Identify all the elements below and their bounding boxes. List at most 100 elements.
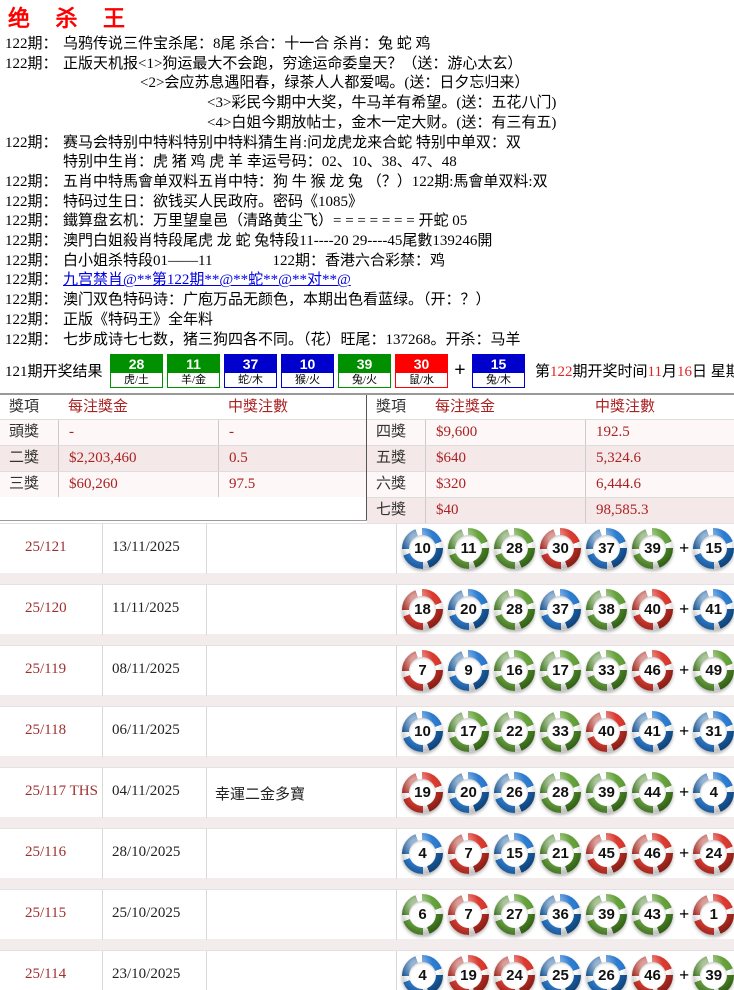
ball-number: 25 <box>547 962 574 990</box>
column-divider <box>206 829 207 880</box>
result-ball-zodiac: 鼠/水 <box>396 372 447 387</box>
ball-number: 9 <box>455 657 482 685</box>
tip-text: 特别中生肖：虎 猪 鸡 虎 羊 幸运号码：02、10、38、47、48 <box>63 154 457 171</box>
tip-line: 122期： 正版《特码王》全年料 <box>0 311 734 331</box>
result-ball-number: 30 <box>396 354 447 373</box>
result-ball-zodiac: 猴/火 <box>282 372 333 387</box>
bonus-ball: 24 <box>693 833 734 875</box>
result-ball-number: 10 <box>282 354 333 373</box>
tip-prefix: 122期： <box>5 292 58 309</box>
prize-tier: 七獎 <box>376 502 407 519</box>
page-title: 绝 杀 王 <box>8 6 136 31</box>
lottery-ball: 37 <box>586 528 627 570</box>
lottery-ball: 38 <box>586 589 627 631</box>
lottery-ball: 41 <box>632 711 673 753</box>
prize-amount: $60,260 <box>58 472 218 498</box>
prize-amount: $2,203,460 <box>58 446 218 472</box>
row-gap <box>0 878 734 890</box>
tip-prefix: 122期： <box>5 36 58 52</box>
next-draw-segment: 期开奖时间 <box>572 364 648 381</box>
lottery-ball: 9 <box>448 650 489 692</box>
prize-row: 五獎 $640 5,324.6 <box>367 445 734 472</box>
ball-number: 19 <box>455 962 482 990</box>
ball-number: 10 <box>409 718 436 746</box>
draw-period: 25/119 <box>25 661 67 678</box>
ball-number: 7 <box>455 840 482 868</box>
history-row: 25/118 06/11/2025 10 17 22 33 40 41 +31 <box>0 706 734 758</box>
ball-number: 27 <box>501 901 528 929</box>
ball-number: 36 <box>547 901 574 929</box>
ball-number: 37 <box>547 596 574 624</box>
column-divider <box>102 829 103 880</box>
ball-number: 24 <box>700 840 728 868</box>
bonus-ball: 39 <box>693 955 734 990</box>
lottery-ball: 39 <box>632 528 673 570</box>
result-ball-box: 39 兔/火 <box>338 353 391 388</box>
draw-date: 28/10/2025 <box>112 844 181 861</box>
prize-table-header-row: 獎項 每注獎金 中獎注數 <box>367 395 734 419</box>
draw-balls: 6 7 27 36 39 43 +1 <box>402 894 734 936</box>
nine-palace-forbidden-zodiac-link[interactable]: 九宫禁肖@**第122期**@**蛇**@**对**@ <box>63 272 351 289</box>
prize-table-header-row: 獎項 每注獎金 中獎注數 <box>0 395 366 419</box>
ball-number: 4 <box>409 840 436 868</box>
row-gap <box>0 756 734 768</box>
ball-number: 19 <box>409 779 436 807</box>
lottery-ball: 26 <box>494 772 535 814</box>
column-divider <box>102 646 103 697</box>
plus-sign: + <box>454 359 466 382</box>
column-divider <box>206 585 207 636</box>
history-row: 25/120 11/11/2025 18 20 28 37 38 40 +41 <box>0 584 734 636</box>
prize-winners: 97.5 <box>218 472 366 498</box>
lottery-ball: 19 <box>402 772 443 814</box>
prize-col-header: 中獎注數 <box>595 399 656 416</box>
tip-line: 122期： 鐵算盘玄机：万里望皇邑（清路黄尘飞）= = = = = = = 开蛇 … <box>0 212 734 232</box>
bonus-ball: 4 <box>693 772 734 814</box>
result-ball-number: 28 <box>111 354 162 373</box>
tip-text: 鐵算盘玄机：万里望皇邑（清路黄尘飞）= = = = = = = 开蛇 05 <box>63 213 468 230</box>
prize-tier: 三獎 <box>9 476 40 493</box>
ball-number: 39 <box>700 962 728 990</box>
ball-number: 7 <box>409 657 436 685</box>
last-draw-bonus: 15 兔/木 <box>472 353 529 388</box>
tip-prefix: 122期： <box>5 55 58 72</box>
draw-period: 25/117 THS <box>25 783 98 800</box>
lottery-ball: 7 <box>448 894 489 936</box>
lottery-ball: 46 <box>632 955 673 990</box>
column-divider <box>102 890 103 941</box>
lottery-ball: 20 <box>448 589 489 631</box>
lottery-ball: 30 <box>540 528 581 570</box>
ball-number: 44 <box>639 779 666 807</box>
result-ball-zodiac: 兔/火 <box>339 372 390 387</box>
tip-text: 白小姐杀特段01——11 122期：香港六合彩禁：鸡 <box>63 252 445 269</box>
ball-number: 16 <box>501 657 528 685</box>
lottery-ball: 7 <box>402 650 443 692</box>
ball-number: 41 <box>700 596 728 624</box>
prize-col-header: 中獎注數 <box>228 399 289 416</box>
prize-table-left: 獎項 每注獎金 中獎注數 頭獎 - - 二獎 $2,203,460 0.5 三獎 $60,260 97… <box>0 395 367 521</box>
plus-sign: + <box>679 721 690 742</box>
draw-period: 25/115 <box>25 905 67 922</box>
tip-prefix: 122期： <box>5 193 58 210</box>
row-gap <box>0 573 734 585</box>
draw-date: 04/11/2025 <box>112 783 180 800</box>
column-divider <box>396 524 397 575</box>
lottery-ball: 40 <box>586 711 627 753</box>
ball-number: 49 <box>700 657 728 685</box>
row-gap <box>0 817 734 829</box>
result-ball-box: 10 猴/火 <box>281 353 334 388</box>
ball-number: 40 <box>639 596 666 624</box>
history-row: 25/121 13/11/2025 10 11 28 30 37 39 +15 <box>0 523 734 575</box>
ball-number: 1 <box>700 901 728 929</box>
ball-number: 20 <box>455 779 482 807</box>
lottery-ball: 18 <box>402 589 443 631</box>
result-ball-number: 37 <box>225 354 276 373</box>
column-divider <box>396 646 397 697</box>
lottery-ball: 24 <box>494 955 535 990</box>
prize-col-header: 獎項 <box>9 399 40 416</box>
lottery-ball: 28 <box>494 589 535 631</box>
tip-prefix: 122期： <box>5 213 58 230</box>
draw-date: 23/10/2025 <box>112 966 181 983</box>
plus-sign: + <box>679 904 690 925</box>
tip-text: 正版《特码王》全年料 <box>63 311 214 328</box>
ball-number: 26 <box>501 779 528 807</box>
